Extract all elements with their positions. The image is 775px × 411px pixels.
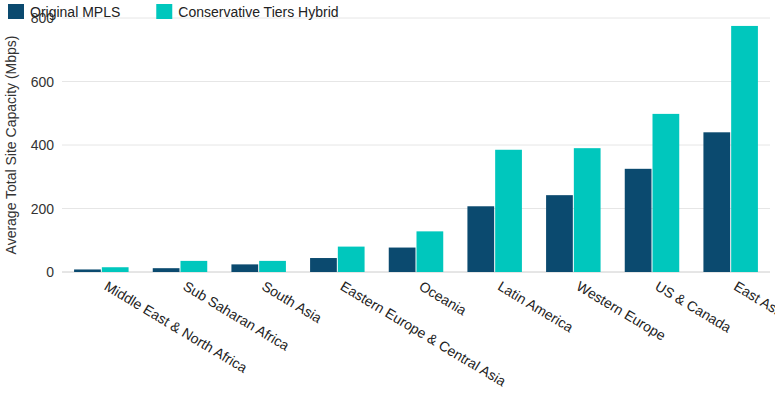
chart: 0200400600800Average Total Site Capacity… — [0, 0, 775, 411]
x-tick-label: Latin America — [495, 278, 576, 336]
x-tick-label: Middle East & North Africa — [102, 278, 250, 376]
bar — [625, 169, 652, 272]
x-tick-label: East Asia — [731, 278, 775, 322]
bar — [467, 206, 494, 272]
legend-swatch — [156, 4, 172, 19]
bar — [259, 261, 286, 272]
y-tick-label: 0 — [46, 264, 54, 280]
y-tick-label: 400 — [31, 137, 55, 153]
bar — [102, 267, 129, 272]
bar — [338, 247, 365, 272]
y-tick-label: 600 — [31, 74, 55, 90]
bar — [153, 268, 180, 272]
bar — [731, 26, 758, 272]
x-tick-label: Eastern Europe & Central Asia — [338, 278, 509, 390]
bar — [310, 258, 337, 272]
grid-line — [62, 81, 770, 82]
x-tick-label: US & Canada — [652, 278, 734, 336]
x-tick-label: Oceania — [416, 278, 469, 319]
bar — [546, 195, 573, 272]
bar — [181, 261, 208, 272]
legend-label: Conservative Tiers Hybrid — [178, 4, 338, 20]
bar — [703, 132, 730, 272]
legend-label: Original MPLS — [30, 4, 120, 20]
bars — [74, 26, 758, 272]
y-axis-label: Average Total Site Capacity (Mbps) — [3, 36, 19, 255]
bar — [574, 148, 601, 272]
bar — [495, 150, 522, 272]
y-tick-label: 200 — [31, 201, 55, 217]
legend-swatch — [8, 4, 24, 19]
bar — [417, 231, 444, 272]
x-tick-label: South Asia — [259, 278, 325, 326]
bar — [231, 264, 258, 272]
bar — [74, 269, 101, 272]
bar — [653, 114, 680, 272]
bar — [389, 248, 416, 272]
